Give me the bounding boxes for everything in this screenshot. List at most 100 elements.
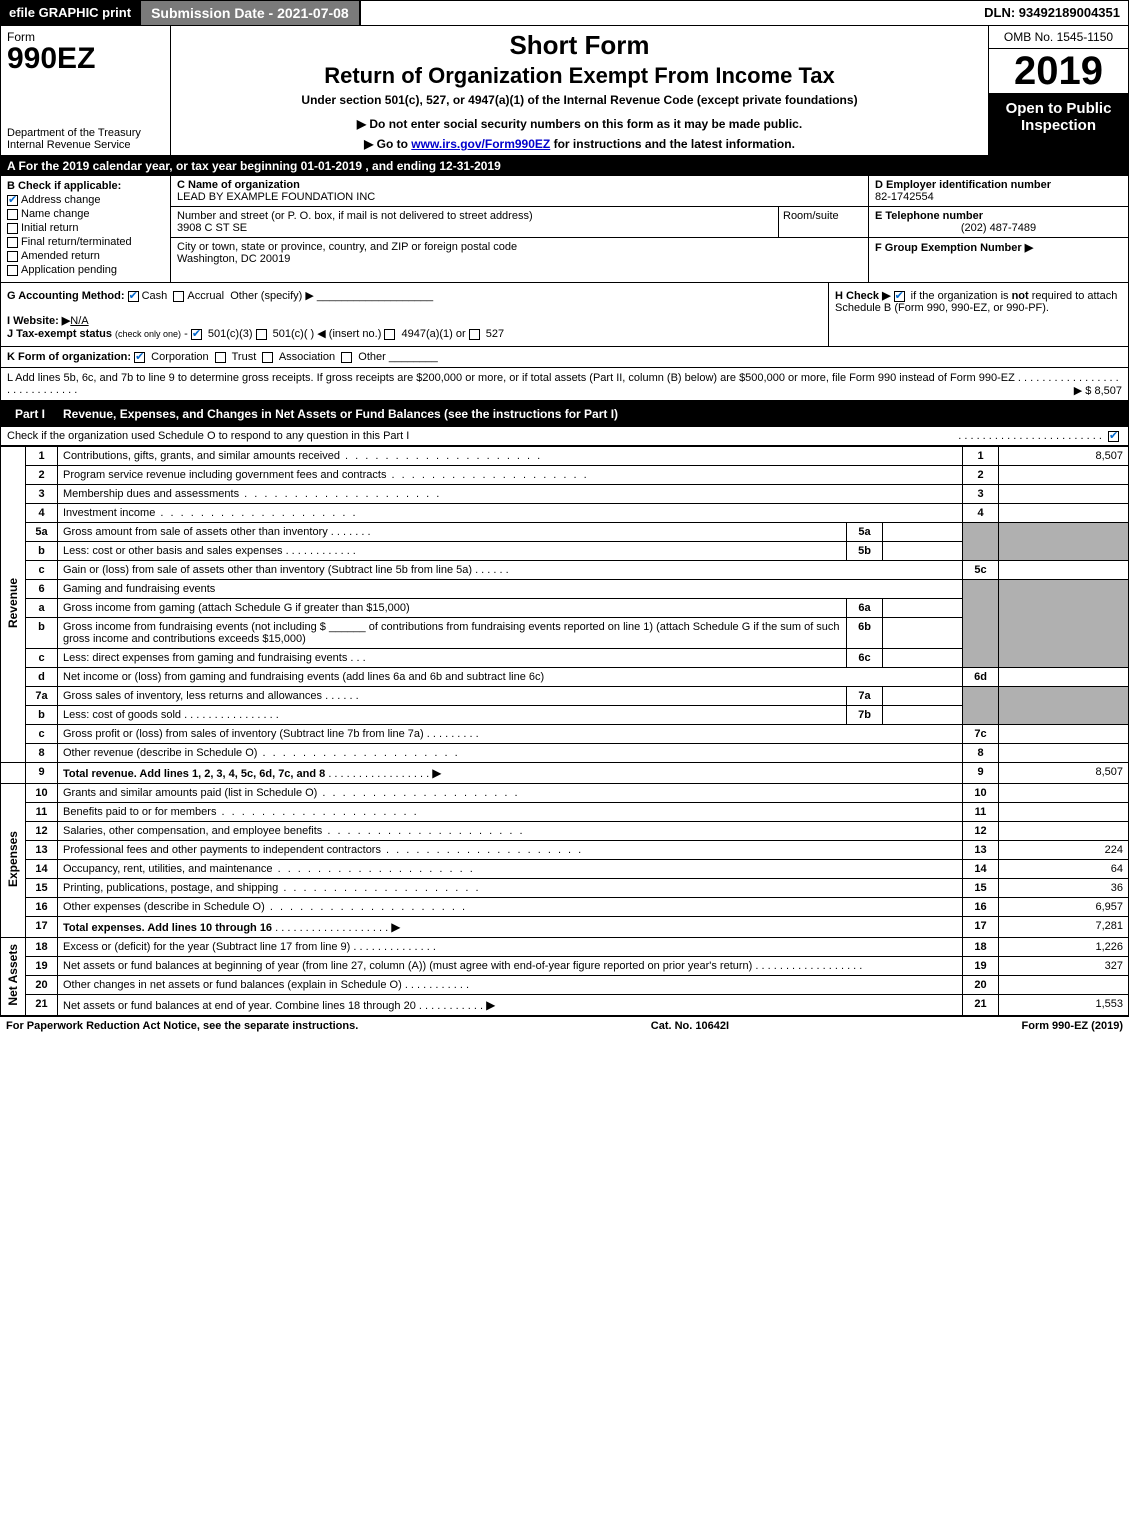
- line-num: 1: [26, 447, 58, 466]
- line-num: b: [26, 542, 58, 561]
- line-desc: Other expenses (describe in Schedule O): [58, 898, 963, 917]
- line-desc: Less: cost of goods sold . . . . . . . .…: [58, 706, 847, 725]
- line-7a: 7a Gross sales of inventory, less return…: [1, 687, 1129, 706]
- org-address-row: Number and street (or P. O. box, if mail…: [171, 207, 868, 238]
- chk-initial-return[interactable]: Initial return: [7, 222, 164, 234]
- tax-year: 2019: [989, 49, 1128, 94]
- chk-final-return[interactable]: Final return/terminated: [7, 236, 164, 248]
- line-desc: Gross income from gaming (attach Schedul…: [58, 599, 847, 618]
- line-21: 21 Net assets or fund balances at end of…: [1, 995, 1129, 1016]
- h-label: H Check ▶: [835, 290, 891, 302]
- line-14: 14 Occupancy, rent, utilities, and maint…: [1, 860, 1129, 879]
- checkbox-icon: [7, 223, 18, 234]
- chk-label: Final return/terminated: [21, 236, 132, 248]
- line-val: [999, 822, 1129, 841]
- line-ref: 11: [963, 803, 999, 822]
- line-desc: Total expenses. Add lines 10 through 16 …: [58, 917, 963, 938]
- sub-line-val: [883, 618, 963, 649]
- website-value: N/A: [70, 315, 88, 327]
- line-val: [999, 725, 1129, 744]
- line-val: [999, 976, 1129, 995]
- h-text1: if the organization is: [911, 290, 1012, 302]
- section-c: C Name of organization LEAD BY EXAMPLE F…: [171, 176, 868, 282]
- chk-label: Name change: [21, 208, 90, 220]
- sub-line-ref: 5a: [847, 523, 883, 542]
- line-ref: 2: [963, 466, 999, 485]
- open-to-public: Open to Public Inspection: [989, 94, 1128, 155]
- checkbox-icon: [341, 352, 352, 363]
- sub-line-ref: 7a: [847, 687, 883, 706]
- checkbox-icon: [7, 265, 18, 276]
- sub-line-ref: 6a: [847, 599, 883, 618]
- line-1: Revenue 1 Contributions, gifts, grants, …: [1, 447, 1129, 466]
- section-d: D Employer identification number 82-1742…: [869, 176, 1128, 207]
- line-num: 21: [26, 995, 58, 1016]
- line-ref: 4: [963, 504, 999, 523]
- line-ref: 20: [963, 976, 999, 995]
- line-ref: 7c: [963, 725, 999, 744]
- section-e: E Telephone number (202) 487-7489: [869, 207, 1128, 238]
- footer-left: For Paperwork Reduction Act Notice, see …: [6, 1020, 358, 1032]
- line-ref: 1: [963, 447, 999, 466]
- line-6a: a Gross income from gaming (attach Sched…: [1, 599, 1129, 618]
- submission-date: Submission Date - 2021-07-08: [139, 1, 361, 25]
- line-desc: Other changes in net assets or fund bala…: [58, 976, 963, 995]
- department-label: Department of the Treasury Internal Reve…: [7, 127, 164, 151]
- checkbox-icon: [894, 291, 905, 302]
- sub-line-val: [883, 542, 963, 561]
- room-label: Room/suite: [783, 210, 839, 222]
- line-desc: Gain or (loss) from sale of assets other…: [58, 561, 963, 580]
- line-num: 20: [26, 976, 58, 995]
- form-subtitle: Under section 501(c), 527, or 4947(a)(1)…: [179, 93, 980, 107]
- top-bar-spacer: [361, 1, 976, 25]
- chk-amended-return[interactable]: Amended return: [7, 250, 164, 262]
- org-city: Washington, DC 20019: [177, 253, 290, 265]
- line-10: Expenses 10 Grants and similar amounts p…: [1, 784, 1129, 803]
- line-desc: Net income or (loss) from gaming and fun…: [58, 668, 963, 687]
- l-value: ▶ $ 8,507: [1074, 384, 1122, 397]
- line-ref: 17: [963, 917, 999, 938]
- ein-value: 82-1742554: [875, 191, 934, 203]
- irs-link[interactable]: www.irs.gov/Form990EZ: [411, 137, 550, 151]
- chk-application-pending[interactable]: Application pending: [7, 264, 164, 276]
- line-ref: 12: [963, 822, 999, 841]
- line-val: 7,281: [999, 917, 1129, 938]
- line-num: 14: [26, 860, 58, 879]
- checkbox-icon: [191, 329, 202, 340]
- line-num: 17: [26, 917, 58, 938]
- section-l: L Add lines 5b, 6c, and 7b to line 9 to …: [0, 368, 1129, 401]
- line-ref: 3: [963, 485, 999, 504]
- checkbox-icon: [173, 291, 184, 302]
- line-6c: c Less: direct expenses from gaming and …: [1, 649, 1129, 668]
- line-val: 36: [999, 879, 1129, 898]
- line-num: 10: [26, 784, 58, 803]
- line-desc: Gaming and fundraising events: [58, 580, 963, 599]
- org-address: 3908 C ST SE: [177, 222, 247, 234]
- accrual-opt: Accrual: [187, 290, 224, 302]
- revenue-side-label: Revenue: [1, 447, 26, 763]
- line-4: 4 Investment income 4: [1, 504, 1129, 523]
- instructions-note: ▶ Go to www.irs.gov/Form990EZ for instru…: [179, 137, 980, 151]
- line-num: 3: [26, 485, 58, 504]
- line-5c: c Gain or (loss) from sale of assets oth…: [1, 561, 1129, 580]
- checkbox-icon: [384, 329, 395, 340]
- checkbox-icon: [134, 352, 145, 363]
- chk-address-change[interactable]: Address change: [7, 194, 164, 206]
- line-ref: 6d: [963, 668, 999, 687]
- chk-name-change[interactable]: Name change: [7, 208, 164, 220]
- checkbox-icon: [215, 352, 226, 363]
- line-num: 19: [26, 957, 58, 976]
- line-18: Net Assets 18 Excess or (deficit) for th…: [1, 938, 1129, 957]
- blank-side: [1, 763, 26, 784]
- line-15: 15 Printing, publications, postage, and …: [1, 879, 1129, 898]
- line-val: [999, 784, 1129, 803]
- sub-line-ref: 6c: [847, 649, 883, 668]
- line-6b: b Gross income from fundraising events (…: [1, 618, 1129, 649]
- line-num: 5a: [26, 523, 58, 542]
- line-num: 12: [26, 822, 58, 841]
- line-13: 13 Professional fees and other payments …: [1, 841, 1129, 860]
- line-num: 4: [26, 504, 58, 523]
- part1-table: Revenue 1 Contributions, gifts, grants, …: [0, 446, 1129, 1016]
- addr-label: Number and street (or P. O. box, if mail…: [177, 210, 533, 222]
- line-num: 11: [26, 803, 58, 822]
